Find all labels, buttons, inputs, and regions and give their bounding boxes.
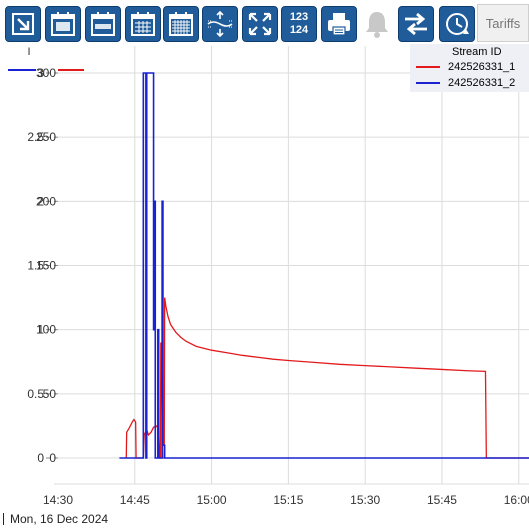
grid-lines xyxy=(54,46,529,485)
x-tick-label: 16:00 xyxy=(504,493,529,507)
footer-marker xyxy=(3,513,4,525)
legend-title: Stream ID xyxy=(452,46,502,58)
export-icon xyxy=(12,13,34,35)
toolbar: 123 124 Tariffs xyxy=(0,0,529,46)
calendar-month-icon xyxy=(131,12,155,36)
calendar-day-icon xyxy=(51,12,75,36)
week-view-button[interactable] xyxy=(85,6,121,42)
y-right-tick-label: 150 xyxy=(36,259,56,273)
y-right-tick-label: 250 xyxy=(36,130,56,144)
legend-item-2[interactable]: 242526331_2 xyxy=(416,76,515,90)
y-left-tick-label: 0.5 xyxy=(27,387,44,401)
legend-swatch-2 xyxy=(416,82,440,84)
y-right-tick-label: 100 xyxy=(36,323,56,337)
y-right-tick-label: 200 xyxy=(36,194,56,208)
y-right-tick-label: 50 xyxy=(43,387,57,401)
swap-arrows-icon xyxy=(405,12,427,36)
year-view-button[interactable] xyxy=(163,6,199,42)
day-view-button[interactable] xyxy=(45,6,81,42)
y-left-axis-label: I xyxy=(27,46,30,58)
bell-icon xyxy=(366,12,388,38)
y-left-tick-label: 3 xyxy=(37,66,44,80)
number-format-button[interactable]: 123 124 xyxy=(281,6,317,42)
x-tick-label: 14:30 xyxy=(43,493,73,507)
y-right-tick-label: 300 xyxy=(36,66,56,80)
footer-date: Mon, 16 Dec 2024 xyxy=(10,512,109,526)
expand-vertical-button[interactable] xyxy=(202,6,238,42)
print-icon xyxy=(328,13,350,36)
number-format-line2: 124 xyxy=(289,24,309,36)
calendar-year-icon xyxy=(169,12,193,36)
clock-refresh-icon xyxy=(446,13,469,35)
expand-vertical-icon xyxy=(207,10,233,38)
y-right-tick-label: 0 xyxy=(49,451,56,465)
x-tick-label: 15:15 xyxy=(273,493,303,507)
number-format-line1: 123 xyxy=(289,11,309,23)
print-button[interactable] xyxy=(321,6,357,42)
legend-label-1: 242526331_1 xyxy=(448,61,516,73)
x-tick-label: 15:00 xyxy=(197,493,227,507)
chart-legend: Stream ID 242526331_1 242526331_2 xyxy=(410,44,529,92)
x-tick-label: 14:45 xyxy=(120,493,150,507)
legend-label-2: 242526331_2 xyxy=(448,77,516,89)
y-left-tick-label: 0 xyxy=(37,451,44,465)
export-button[interactable] xyxy=(5,6,41,42)
clock-refresh-button[interactable] xyxy=(439,6,475,42)
series-group xyxy=(119,72,529,459)
month-view-button[interactable] xyxy=(125,6,161,42)
legend-item-1[interactable]: 242526331_1 xyxy=(416,60,515,74)
legend-swatch-1 xyxy=(416,66,440,68)
fullscreen-icon xyxy=(248,12,272,36)
y-left-tick-label: 1 xyxy=(37,323,44,337)
number-format-icon: 123 124 xyxy=(290,11,308,37)
axes xyxy=(8,69,84,459)
alarm-button[interactable] xyxy=(359,6,395,42)
swap-button[interactable] xyxy=(398,6,434,42)
x-tick-label: 15:45 xyxy=(427,493,457,507)
series-line-2 xyxy=(119,72,529,459)
x-tick-label: 15:30 xyxy=(350,493,380,507)
fullscreen-button[interactable] xyxy=(242,6,278,42)
calendar-week-icon xyxy=(91,12,115,36)
y-left-tick-label: 1.5 xyxy=(27,259,44,273)
tab-tariffs[interactable]: Tariffs xyxy=(477,4,529,42)
y-left-tick-label: 2 xyxy=(37,194,44,208)
tick-labels: 0 50 100 150 200 250 300 0 0.5 1 1.5 2 2.5 3I 14:30 14:… xyxy=(27,46,529,507)
y-left-tick-label: 2.5 xyxy=(27,130,44,144)
